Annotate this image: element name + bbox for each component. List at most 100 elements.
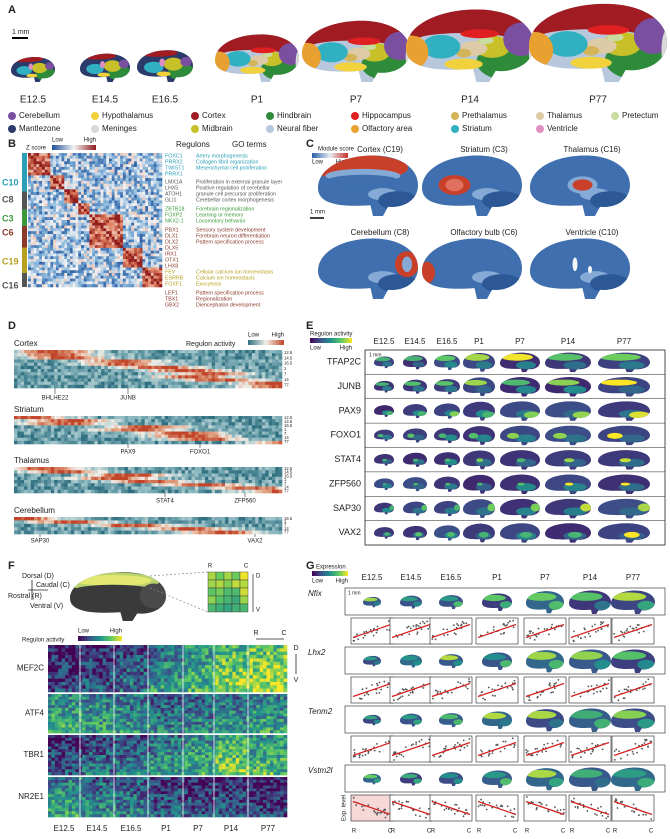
- heatmap-cell: [44, 197, 48, 201]
- heatmap-cell: [188, 483, 192, 487]
- heatmap-cell: [40, 437, 45, 442]
- heatmap-cell: [159, 261, 163, 265]
- heatmap-cell: [148, 281, 152, 285]
- heatmap-cell: [40, 434, 45, 439]
- heatmap-cell: [150, 284, 154, 288]
- heatmap-cell: [74, 359, 78, 363]
- heatmap-cell: [64, 273, 68, 277]
- heatmap-cell: [198, 470, 202, 474]
- heatmap-cell: [271, 467, 276, 471]
- heatmap-cell: [30, 275, 34, 279]
- heatmap-cell: [125, 250, 129, 254]
- heatmap-cell: [245, 381, 249, 386]
- heatmap-cell: [55, 247, 60, 252]
- heatmap-cell: [108, 186, 113, 190]
- heatmap-cell: [194, 365, 199, 370]
- heatmap-cell: [81, 217, 85, 221]
- heatmap-cell: [75, 192, 79, 196]
- heatmap-cell: [144, 378, 149, 382]
- heatmap-cell: [136, 259, 140, 263]
- heatmap-cell: [50, 228, 54, 232]
- heatmap-cell: [58, 206, 62, 210]
- heatmap-cell: [245, 359, 249, 363]
- heatmap-cell: [60, 437, 65, 442]
- heatmap-cell: [44, 270, 48, 274]
- heatmap-cell: [17, 350, 21, 354]
- heatmap-cell: [145, 166, 149, 171]
- heatmap-cell: [30, 476, 35, 481]
- heatmap-cell: [81, 267, 85, 271]
- heatmap-cell: [235, 372, 239, 376]
- heatmap-cell: [83, 233, 87, 238]
- heatmap-cell: [150, 270, 154, 274]
- heatmap-cell: [44, 245, 48, 249]
- heatmap-cell: [91, 365, 95, 370]
- heatmap-cell: [41, 153, 46, 157]
- heatmap-cell: [61, 180, 65, 185]
- heatmap-cell: [92, 183, 96, 187]
- heatmap-cell: [154, 378, 159, 382]
- heatmap-cell: [208, 375, 212, 379]
- heatmap-cell: [122, 158, 127, 162]
- heatmap-cell: [111, 247, 115, 252]
- heatmap-cell: [117, 372, 122, 376]
- heatmap-cell: [100, 183, 104, 187]
- heatmap-cell: [120, 261, 124, 265]
- heatmap-cell: [41, 172, 46, 176]
- heatmap-cell: [75, 175, 79, 179]
- heatmap-cell: [28, 270, 32, 274]
- heatmap-cell: [20, 483, 25, 487]
- heatmap-cell: [117, 203, 121, 207]
- heatmap-cell: [97, 419, 102, 423]
- heatmap-cell: [97, 217, 101, 221]
- heatmap-cell: [81, 261, 85, 265]
- heatmap-cell: [58, 214, 62, 218]
- heatmap-cell: [178, 350, 182, 354]
- heatmap-cell: [27, 480, 32, 484]
- heatmap-cell: [154, 470, 159, 474]
- heatmap-cell: [47, 153, 51, 157]
- heatmap-cell: [75, 183, 79, 187]
- legend-label: Hypothalamus: [102, 111, 153, 120]
- heatmap-cell: [27, 416, 32, 420]
- heatmap-cell: [33, 164, 37, 168]
- heatmap-cell: [87, 356, 92, 360]
- heatmap-cell: [131, 178, 135, 182]
- heatmap-cell: [121, 362, 125, 367]
- heatmap-cell: [95, 284, 99, 288]
- heatmap-cell: [159, 273, 163, 277]
- heatmap-cell: [104, 359, 109, 363]
- heatmap-cell: [44, 228, 48, 232]
- heatmap-cell: [89, 264, 93, 268]
- heatmap-cell: [120, 197, 124, 201]
- heatmap-cell: [271, 350, 276, 354]
- heatmap-cell: [114, 214, 118, 218]
- heatmap-cell: [134, 200, 138, 204]
- heatmap-cell: [127, 440, 132, 445]
- heatmap-cell: [61, 247, 65, 252]
- heatmap-cell: [75, 222, 79, 226]
- heatmap-cell: [106, 225, 110, 229]
- heatmap-cell: [50, 267, 54, 271]
- heatmap-cell: [50, 425, 55, 429]
- heatmap-cell: [41, 245, 46, 249]
- heatmap-cell: [40, 476, 45, 481]
- heatmap-cell: [128, 231, 132, 235]
- heatmap-cell: [60, 428, 65, 432]
- heatmap-cell: [108, 220, 113, 224]
- heatmap-cell: [184, 356, 189, 360]
- heatmap-cell: [44, 425, 48, 429]
- heatmap-cell: [55, 203, 60, 207]
- heatmap-cell: [75, 264, 79, 268]
- heatmap-cell: [83, 183, 87, 187]
- heatmap-cell: [161, 437, 166, 442]
- heatmap-cell: [20, 372, 25, 376]
- heatmap-cell: [121, 419, 125, 423]
- heatmap-cell: [92, 278, 96, 282]
- heatmap-cell: [33, 180, 37, 185]
- heatmap-cell: [107, 467, 112, 471]
- heatmap-cell: [37, 372, 42, 376]
- heatmap-cell: [81, 440, 85, 445]
- heatmap-cell: [44, 384, 48, 389]
- heatmap-cell: [148, 264, 152, 268]
